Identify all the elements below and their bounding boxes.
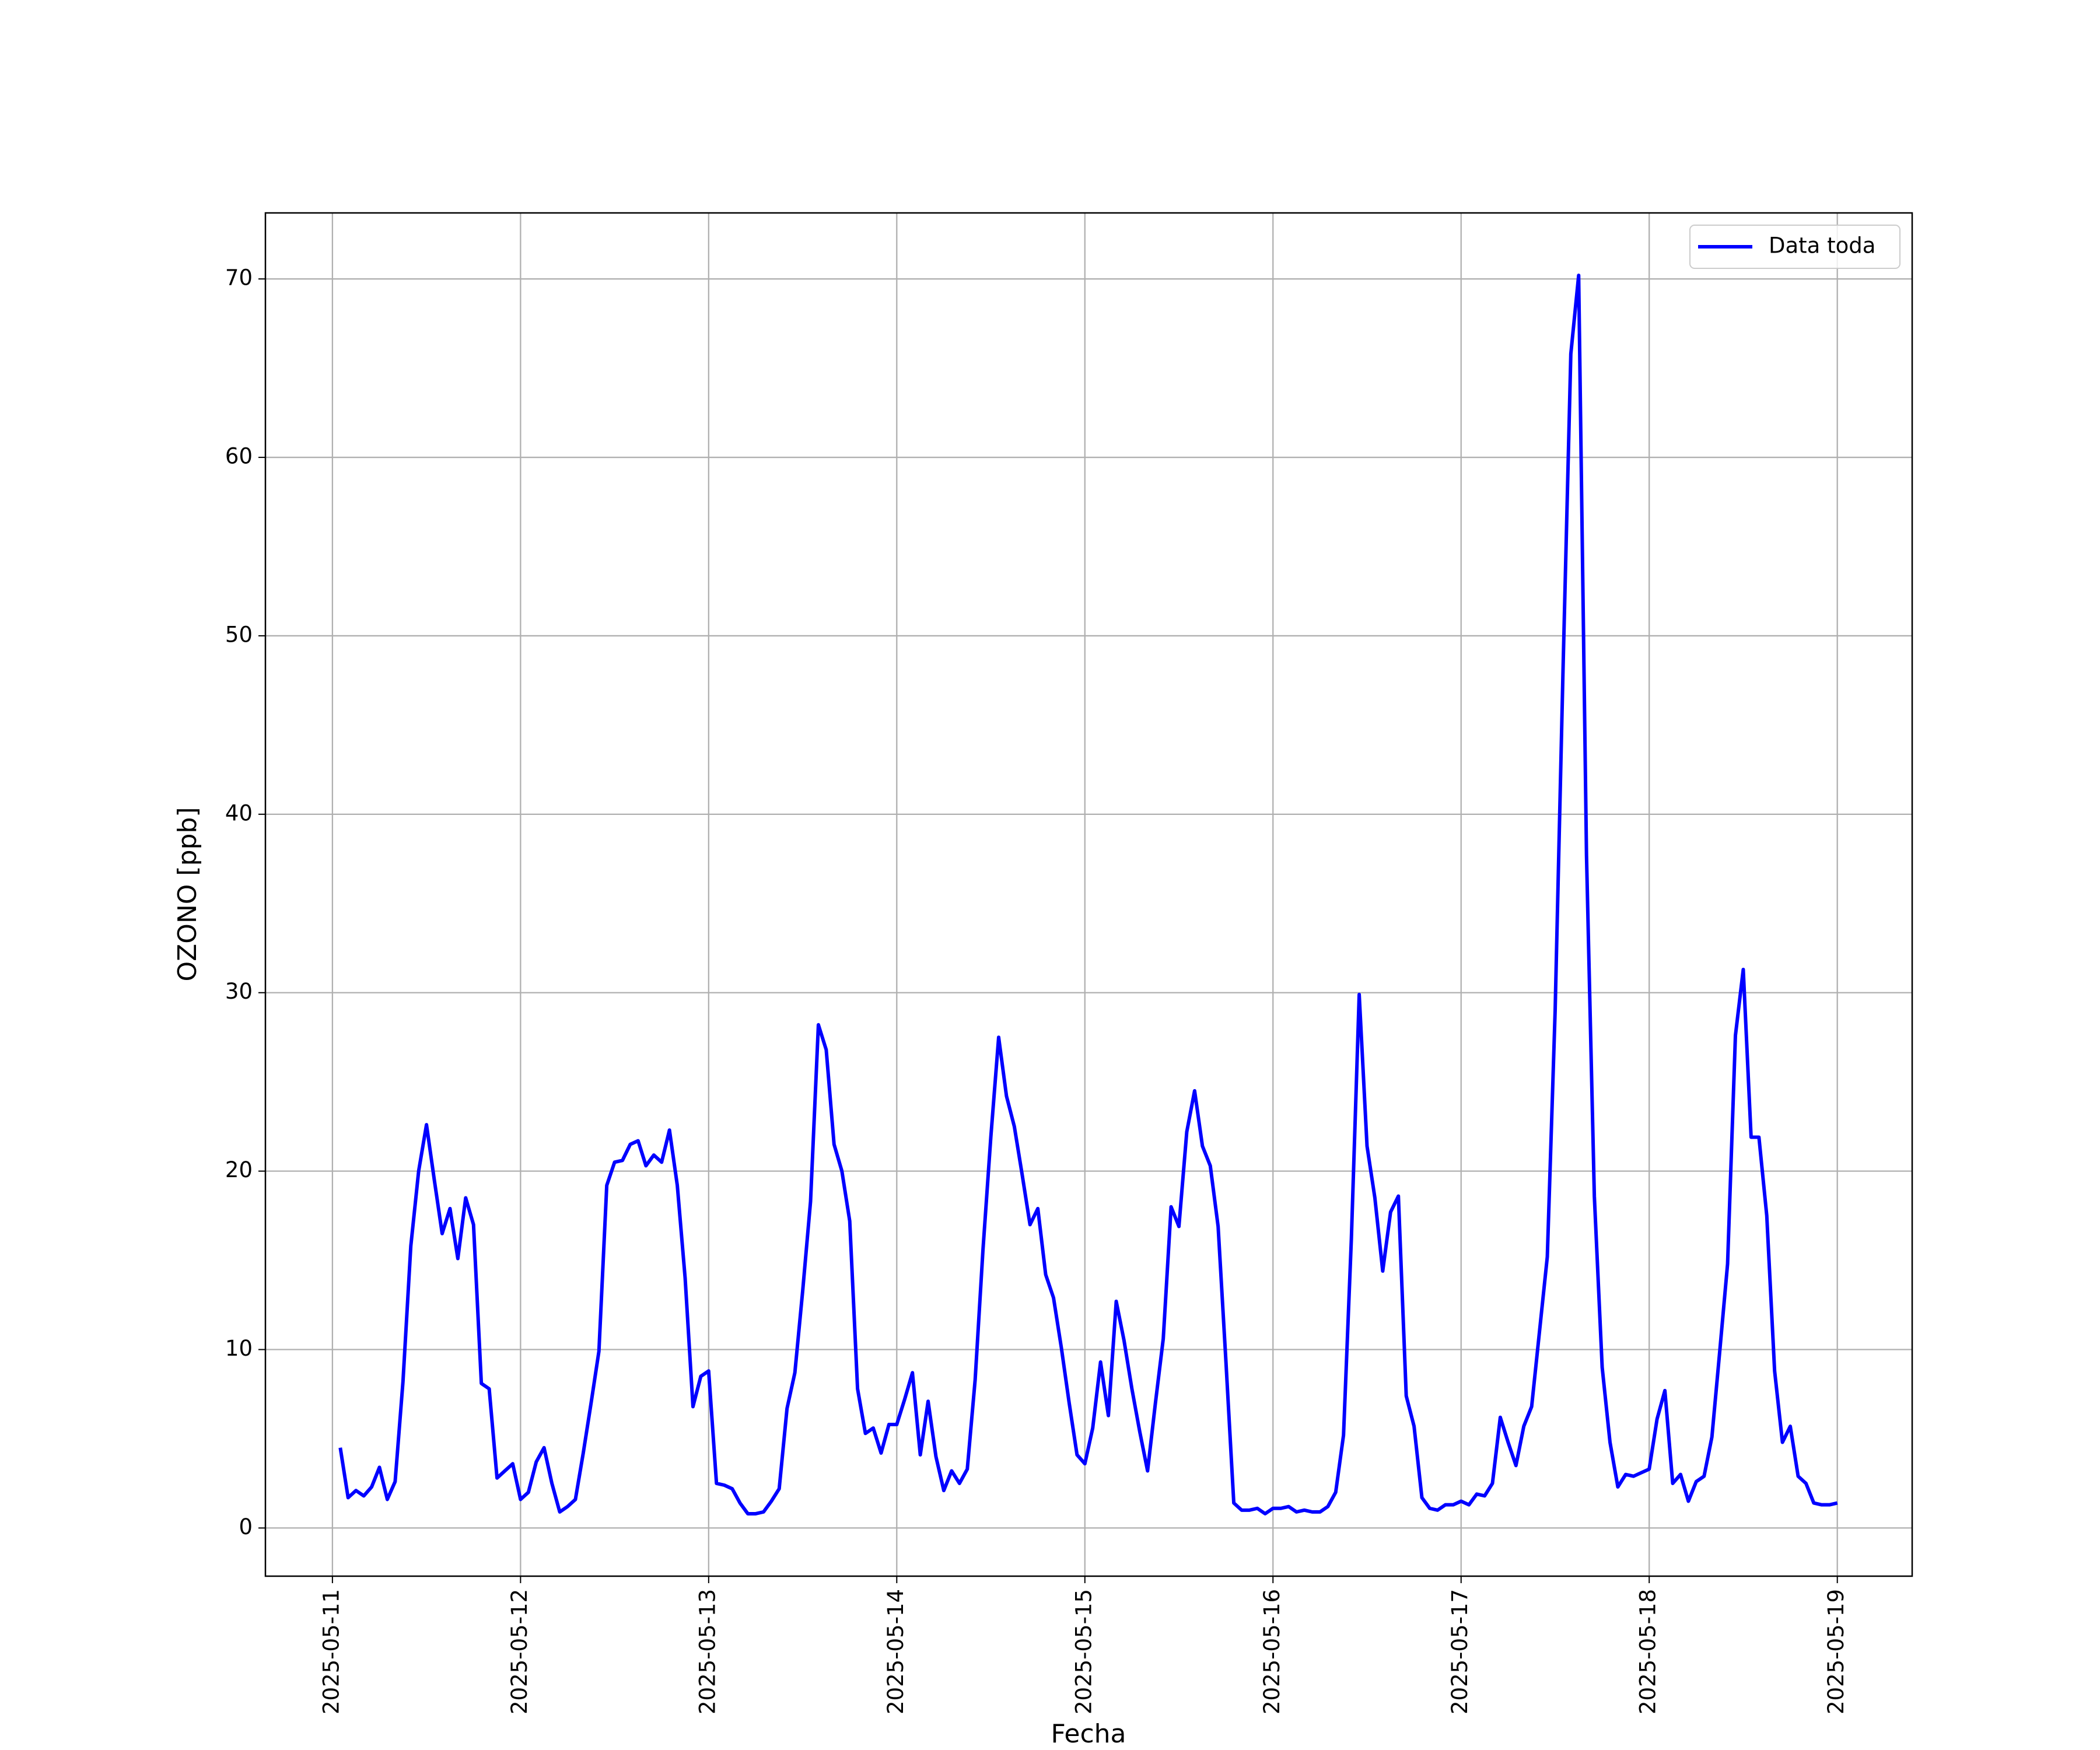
y-tick-label: 70 bbox=[225, 265, 253, 290]
x-tick-label: 2025-05-17 bbox=[1447, 1589, 1472, 1714]
axes-frame bbox=[264, 212, 1913, 1577]
plot-area bbox=[338, 274, 1838, 1516]
y-tick-label: 10 bbox=[225, 1336, 253, 1361]
y-tick-label: 0 bbox=[239, 1514, 253, 1539]
y-tick-label: 30 bbox=[225, 979, 253, 1004]
x-tick-label: 2025-05-15 bbox=[1071, 1589, 1096, 1714]
y-tick-label: 50 bbox=[225, 622, 253, 647]
x-tick-label: 2025-05-12 bbox=[507, 1589, 532, 1714]
x-axis-label: Fecha bbox=[1051, 1719, 1126, 1749]
x-tick-label: 2025-05-19 bbox=[1824, 1589, 1849, 1714]
x-tick-label: 2025-05-14 bbox=[883, 1589, 908, 1714]
ticks: 0 10 20 30 40 50 60 70 2025-05-11 2025-05-12 2025-… bbox=[225, 265, 1849, 1714]
legend-box bbox=[1689, 225, 1901, 269]
x-tick-label: 2025-05-13 bbox=[695, 1589, 720, 1714]
x-tick-label: 2025-05-11 bbox=[318, 1589, 344, 1714]
data-line bbox=[338, 274, 1838, 1516]
y-tick-label: 20 bbox=[225, 1157, 253, 1182]
x-tick-label: 2025-05-16 bbox=[1259, 1589, 1284, 1714]
y-tick-label: 60 bbox=[225, 444, 253, 469]
legend: Data toda bbox=[1689, 225, 1901, 269]
y-tick-label: 40 bbox=[225, 800, 253, 825]
y-axis-label: OZONO [ppb] bbox=[173, 807, 202, 981]
legend-label: Data toda bbox=[1769, 233, 1875, 258]
x-tick-label: 2025-05-18 bbox=[1636, 1589, 1661, 1714]
grid bbox=[265, 213, 1912, 1576]
